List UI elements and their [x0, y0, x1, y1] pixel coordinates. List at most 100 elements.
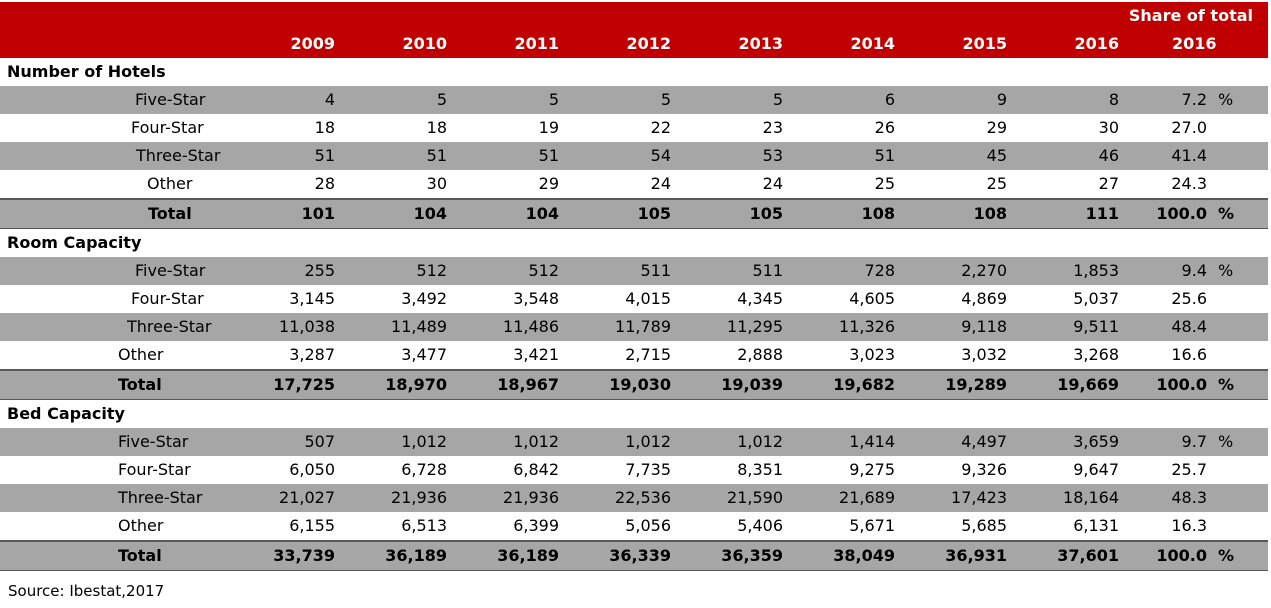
value-cell: 6,050 — [289, 460, 335, 479]
value-cell: 6,131 — [1073, 516, 1119, 535]
value-cell: 6,842 — [513, 460, 559, 479]
value-cell: 11,295 — [727, 317, 783, 336]
value-cell: 24 — [762, 174, 783, 193]
value-cell: 3,023 — [849, 345, 895, 364]
value-cell: 37,601 — [1057, 546, 1119, 565]
section-title: Number of Hotels — [7, 62, 166, 81]
value-cell: 5,671 — [849, 516, 895, 535]
value-cell: 19,039 — [721, 375, 783, 394]
value-cell: 17,423 — [951, 488, 1007, 507]
total-row: Total 101 104 104 105 105 108 108 111 100.0% — [0, 198, 1268, 229]
value-cell: 3,032 — [961, 345, 1007, 364]
value-cell: 21,689 — [839, 488, 895, 507]
value-cell: 9,326 — [961, 460, 1007, 479]
section-title: Room Capacity — [7, 233, 142, 252]
value-cell: 4,497 — [961, 432, 1007, 451]
table-row: Three-Star 21,027 21,936 21,936 22,536 21,590… — [0, 484, 1268, 512]
value-cell: 1,012 — [401, 432, 447, 451]
value-cell: 1,853 — [1073, 261, 1119, 280]
value-cell: 101 — [301, 204, 335, 223]
percent-sign: % — [1218, 261, 1234, 280]
table-row: Other 28 30 29 24 24 25 25 27 24.3 — [0, 170, 1268, 198]
year-header: 2013 — [738, 34, 783, 53]
row-label: Four-Star — [131, 289, 204, 308]
share-cell: 48.4 — [1171, 317, 1207, 336]
section-title-row: Room Capacity — [0, 229, 1268, 257]
value-cell: 25 — [986, 174, 1007, 193]
value-cell: 11,789 — [615, 317, 671, 336]
table-row: Three-Star 51 51 51 54 53 51 45 46 41.4 — [0, 142, 1268, 170]
section-title-row: Number of Hotels — [0, 58, 1268, 86]
value-cell: 51 — [426, 146, 447, 165]
value-cell: 51 — [538, 146, 559, 165]
row-label: Four-Star — [131, 118, 204, 137]
value-cell: 507 — [304, 432, 335, 451]
year-header: 2016 — [1172, 34, 1217, 53]
value-cell: 36,189 — [497, 546, 559, 565]
value-cell: 512 — [528, 261, 559, 280]
share-cell: 100.0 — [1156, 546, 1207, 565]
value-cell: 30 — [426, 174, 447, 193]
value-cell: 28 — [314, 174, 335, 193]
value-cell: 5 — [660, 90, 671, 109]
value-cell: 512 — [416, 261, 447, 280]
value-cell: 8,351 — [737, 460, 783, 479]
value-cell: 6,513 — [401, 516, 447, 535]
value-cell: 3,548 — [513, 289, 559, 308]
value-cell: 6,399 — [513, 516, 559, 535]
value-cell: 728 — [864, 261, 895, 280]
value-cell: 36,189 — [385, 546, 447, 565]
value-cell: 5,056 — [625, 516, 671, 535]
percent-sign: % — [1218, 90, 1234, 109]
year-header: 2014 — [850, 34, 895, 53]
share-cell: 27.0 — [1171, 118, 1207, 137]
percent-sign: % — [1218, 432, 1234, 451]
value-cell: 18 — [426, 118, 447, 137]
value-cell: 6,155 — [289, 516, 335, 535]
table-row: Four-Star 18 18 19 22 23 26 29 30 27.0 — [0, 114, 1268, 142]
year-header: 2009 — [290, 34, 335, 53]
share-cell: 16.3 — [1171, 516, 1207, 535]
value-cell: 4,015 — [625, 289, 671, 308]
row-label: Total — [118, 375, 162, 394]
header-row-years: 2009 2010 2011 2012 2013 2014 2015 2016 2016 — [0, 30, 1268, 58]
value-cell: 2,715 — [625, 345, 671, 364]
value-cell: 1,012 — [625, 432, 671, 451]
row-label: Other — [118, 345, 164, 364]
value-cell: 5,685 — [961, 516, 1007, 535]
value-cell: 11,038 — [279, 317, 335, 336]
value-cell: 4,345 — [737, 289, 783, 308]
row-label: Total — [148, 204, 192, 223]
value-cell: 3,287 — [289, 345, 335, 364]
row-label: Five-Star — [135, 261, 206, 280]
share-cell: 48.3 — [1171, 488, 1207, 507]
table-row: Five-Star 4 5 5 5 5 6 9 8 7.2% — [0, 86, 1268, 114]
value-cell: 3,145 — [289, 289, 335, 308]
value-cell: 1,012 — [513, 432, 559, 451]
value-cell: 30 — [1098, 118, 1119, 137]
value-cell: 24 — [650, 174, 671, 193]
value-cell: 11,489 — [391, 317, 447, 336]
value-cell: 105 — [749, 204, 783, 223]
share-of-total-heading: Share of total — [1128, 6, 1253, 25]
value-cell: 38,049 — [833, 546, 895, 565]
value-cell: 2,888 — [737, 345, 783, 364]
value-cell: 29 — [986, 118, 1007, 137]
value-cell: 3,659 — [1073, 432, 1119, 451]
value-cell: 45 — [986, 146, 1007, 165]
header-row-share: Share of total — [0, 2, 1268, 30]
value-cell: 5,406 — [737, 516, 783, 535]
share-cell: 100.0 — [1156, 375, 1207, 394]
value-cell: 3,477 — [401, 345, 447, 364]
value-cell: 53 — [762, 146, 783, 165]
value-cell: 6 — [884, 90, 895, 109]
share-cell: 100.0 — [1156, 204, 1207, 223]
value-cell: 19,030 — [609, 375, 671, 394]
total-row: Total 33,739 36,189 36,189 36,339 36,359 38,04… — [0, 540, 1268, 571]
row-label: Other — [147, 174, 193, 193]
value-cell: 51 — [874, 146, 895, 165]
section-title-row: Bed Capacity — [0, 400, 1268, 428]
table-row: Five-Star 255 512 512 511 511 728 2,270 1,853 9.4… — [0, 257, 1268, 285]
value-cell: 21,027 — [279, 488, 335, 507]
percent-sign: % — [1218, 546, 1235, 565]
